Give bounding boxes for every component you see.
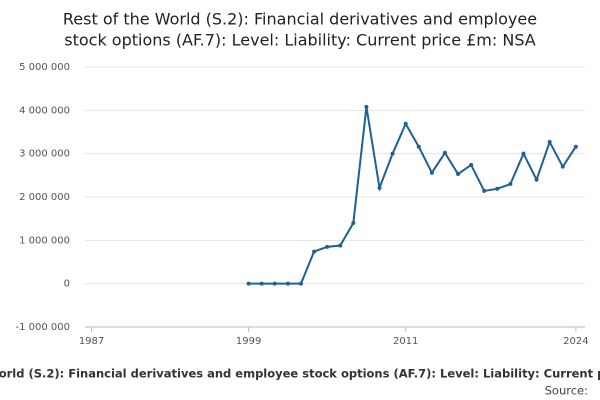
point [416, 144, 421, 149]
point [325, 244, 330, 249]
line [248, 106, 577, 285]
point [442, 150, 447, 155]
chart-title: stock options (AF.7): Level: Liability: … [64, 31, 536, 50]
y-tick-label: 2 000 000 [19, 192, 70, 203]
point [390, 151, 395, 156]
y-tick-label: 3 000 000 [19, 149, 70, 160]
caption: Rest of the World (S.2): Financial deriv… [0, 367, 600, 381]
point [364, 104, 369, 109]
point [547, 139, 552, 144]
point [338, 243, 343, 248]
y-tick-label: 0 [64, 279, 70, 290]
point [246, 281, 251, 286]
x-tick-label: 2024 [563, 336, 588, 347]
point [312, 249, 317, 254]
x-tick-label: 1999 [236, 336, 261, 347]
point [534, 177, 539, 182]
point [482, 188, 487, 193]
chart-title: Rest of the World (S.2): Financial deriv… [63, 10, 537, 29]
point [351, 221, 356, 225]
y-tick-label: 1 000 000 [19, 235, 70, 246]
point [495, 186, 500, 191]
x-tick-label: 2011 [393, 336, 418, 347]
x-tick-label: 1987 [79, 336, 104, 347]
source: Source: [545, 384, 588, 398]
point [521, 151, 526, 156]
point [298, 281, 303, 286]
y-tick-label: -1 000 000 [15, 322, 70, 333]
y-tick-label: 4 000 000 [19, 105, 70, 116]
point [456, 172, 461, 177]
point [560, 164, 565, 169]
y-tick-label: 5 000 000 [19, 62, 70, 73]
point [429, 170, 434, 175]
point [508, 182, 513, 186]
point [259, 281, 264, 286]
point [285, 281, 290, 286]
point [573, 144, 578, 149]
point [272, 281, 277, 286]
point [403, 121, 408, 126]
point [469, 162, 474, 167]
point [377, 185, 382, 190]
